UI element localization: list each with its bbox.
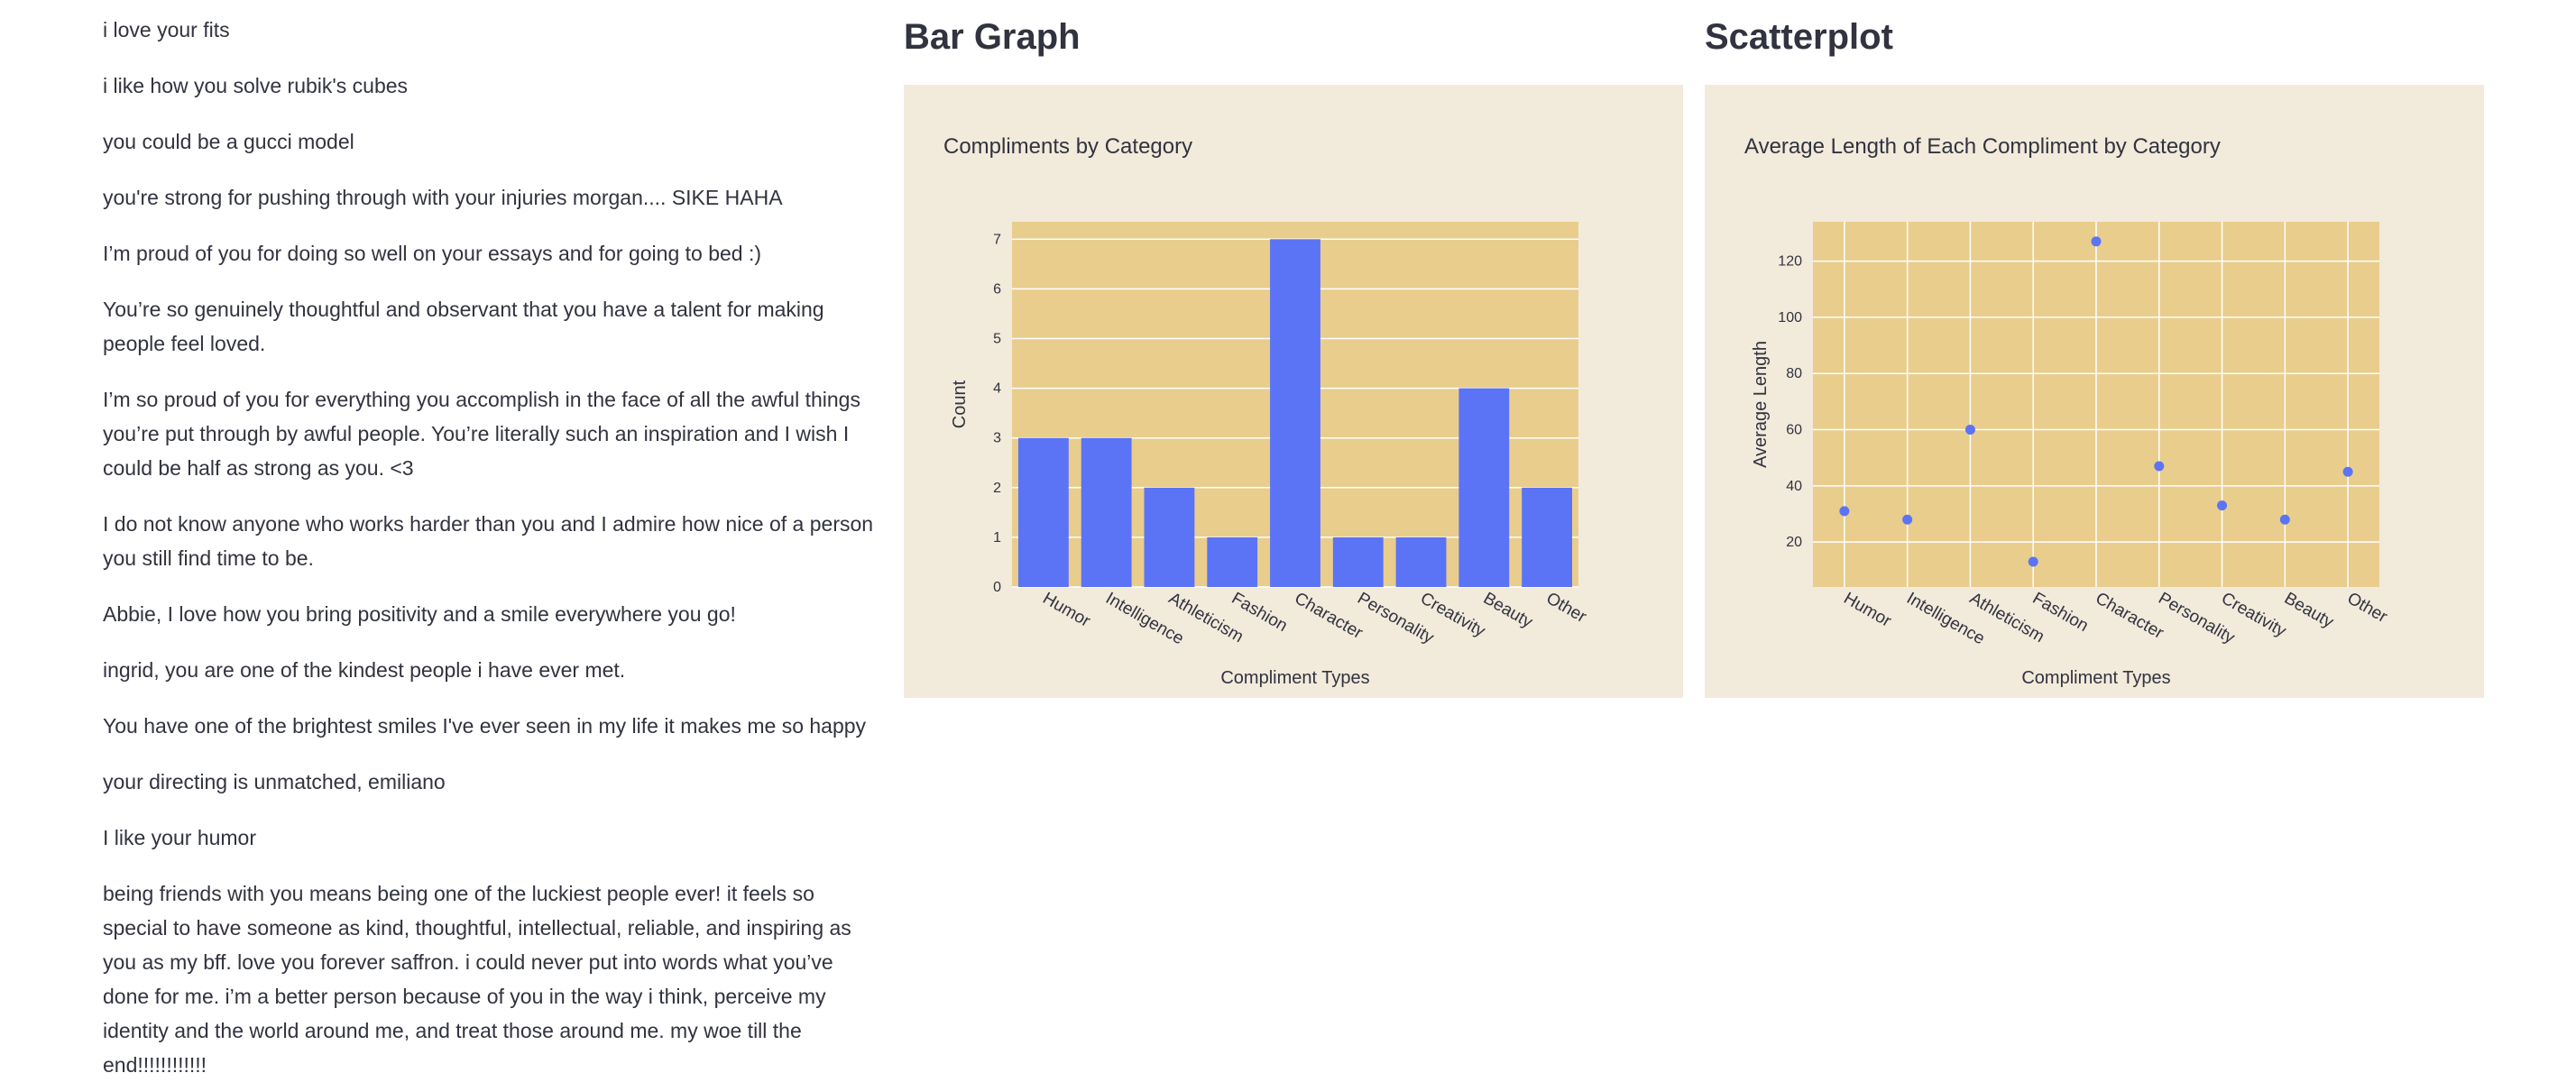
y-tick-label: 4 bbox=[993, 381, 1001, 397]
y-tick-label: 40 bbox=[1786, 479, 1802, 494]
point-personality bbox=[2154, 461, 2165, 472]
y-tick-label: 80 bbox=[1786, 366, 1802, 381]
compliment-text: I do not know anyone who works harder th… bbox=[103, 512, 874, 570]
compliment-text: your directing is unmatched, emiliano bbox=[103, 770, 446, 793]
scatterplot-heading: Scatterplot bbox=[1705, 17, 1893, 57]
x-tick-label: Humor bbox=[1039, 589, 1093, 631]
y-tick-label: 60 bbox=[1786, 423, 1802, 438]
point-other bbox=[2342, 466, 2353, 477]
x-tick-label: Beauty bbox=[1480, 589, 1536, 632]
x-tick-label: Character bbox=[1292, 589, 1366, 643]
scatter-chart-panel: Average Length of Each Compliment by Cat… bbox=[1705, 85, 2484, 698]
point-humor bbox=[1839, 506, 1850, 517]
point-intelligence bbox=[1902, 514, 1913, 525]
x-tick-label: Beauty bbox=[2281, 589, 2337, 632]
y-tick-label: 0 bbox=[993, 580, 1001, 595]
x-tick-label: Character bbox=[2093, 589, 2167, 643]
x-tick-label: Other bbox=[2344, 589, 2391, 627]
y-axis-label: Average Length bbox=[1751, 341, 1771, 468]
bar-personality bbox=[1332, 536, 1384, 587]
chart-title: Average Length of Each Compliment by Cat… bbox=[1744, 134, 2221, 159]
x-tick-label: Humor bbox=[1840, 589, 1894, 631]
x-axis-label: Compliment Types bbox=[2021, 668, 2170, 688]
point-creativity bbox=[2217, 500, 2228, 511]
y-tick-label: 20 bbox=[1786, 535, 1802, 550]
point-fashion bbox=[2028, 556, 2038, 567]
chart-title: Compliments by Category bbox=[943, 134, 1192, 159]
point-athleticism bbox=[1964, 425, 1975, 436]
y-tick-label: 120 bbox=[1778, 254, 1802, 270]
compliment-text: You have one of the brightest smiles I'v… bbox=[103, 714, 867, 738]
compliment-text: You’re so genuinely thoughtful and obser… bbox=[103, 298, 824, 355]
y-tick-label: 6 bbox=[993, 281, 1001, 297]
y-tick-label: 2 bbox=[993, 481, 1001, 496]
point-beauty bbox=[2279, 514, 2290, 525]
compliment-text: I like your humor bbox=[103, 826, 257, 849]
y-tick-label: 100 bbox=[1778, 310, 1802, 326]
compliment-text: being friends with you means being one o… bbox=[103, 882, 851, 1077]
scatter-chart: Average Length of Each Compliment by Cat… bbox=[1744, 134, 2391, 688]
x-axis-label: Compliment Types bbox=[1220, 668, 1369, 688]
y-tick-label: 7 bbox=[993, 232, 1001, 247]
compliment-text: I’m so proud of you for everything you a… bbox=[103, 388, 860, 480]
compliment-text: ingrid, you are one of the kindest peopl… bbox=[103, 658, 626, 682]
compliment-text: you could be a gucci model bbox=[103, 130, 354, 153]
bar-athleticism bbox=[1144, 487, 1195, 587]
compliment-text: you're strong for pushing through with y… bbox=[103, 186, 783, 209]
bar-chart-panel: Compliments by Category 0 1 2 3 4 5 6 7 Humor Inte… bbox=[904, 85, 1683, 698]
y-tick-label: 5 bbox=[993, 331, 1001, 346]
bar-humor bbox=[1017, 437, 1069, 587]
bar-character bbox=[1270, 239, 1320, 587]
x-tick-label: Other bbox=[1543, 589, 1590, 627]
compliment-text: i like how you solve rubik's cubes bbox=[103, 74, 409, 97]
compliment-text: I’m proud of you for doing so well on yo… bbox=[103, 242, 762, 265]
bar-fashion bbox=[1207, 536, 1258, 587]
y-tick-label: 1 bbox=[993, 530, 1001, 546]
bar-beauty bbox=[1458, 388, 1510, 587]
y-tick-label: 3 bbox=[993, 431, 1001, 446]
bar-intelligence bbox=[1081, 437, 1132, 587]
point-character bbox=[2091, 236, 2102, 247]
compliment-text: Abbie, I love how you bring positivity a… bbox=[103, 602, 736, 626]
bar-graph-heading: Bar Graph bbox=[904, 17, 1081, 57]
compliment-text: i love your fits bbox=[103, 18, 230, 41]
y-axis-label: Count bbox=[950, 380, 970, 428]
compliment-list: i love your fits i like how you solve rub… bbox=[103, 13, 879, 1082]
bar-other bbox=[1522, 487, 1573, 587]
bar-creativity bbox=[1395, 536, 1447, 587]
